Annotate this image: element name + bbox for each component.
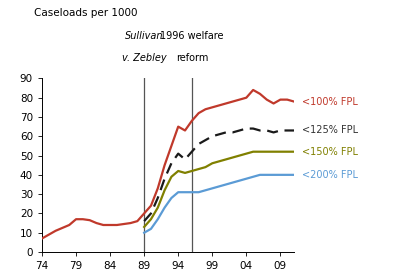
Text: <200% FPL: <200% FPL	[302, 170, 358, 180]
Text: v. Zebley: v. Zebley	[122, 53, 166, 63]
Text: 1996 welfare: 1996 welfare	[160, 31, 223, 41]
Text: Sullivan: Sullivan	[125, 31, 163, 41]
Text: <100% FPL: <100% FPL	[302, 97, 358, 107]
Text: reform: reform	[176, 53, 208, 63]
Text: <125% FPL: <125% FPL	[302, 125, 359, 136]
Text: Caseloads per 1000: Caseloads per 1000	[34, 8, 137, 18]
Text: <150% FPL: <150% FPL	[302, 147, 358, 157]
